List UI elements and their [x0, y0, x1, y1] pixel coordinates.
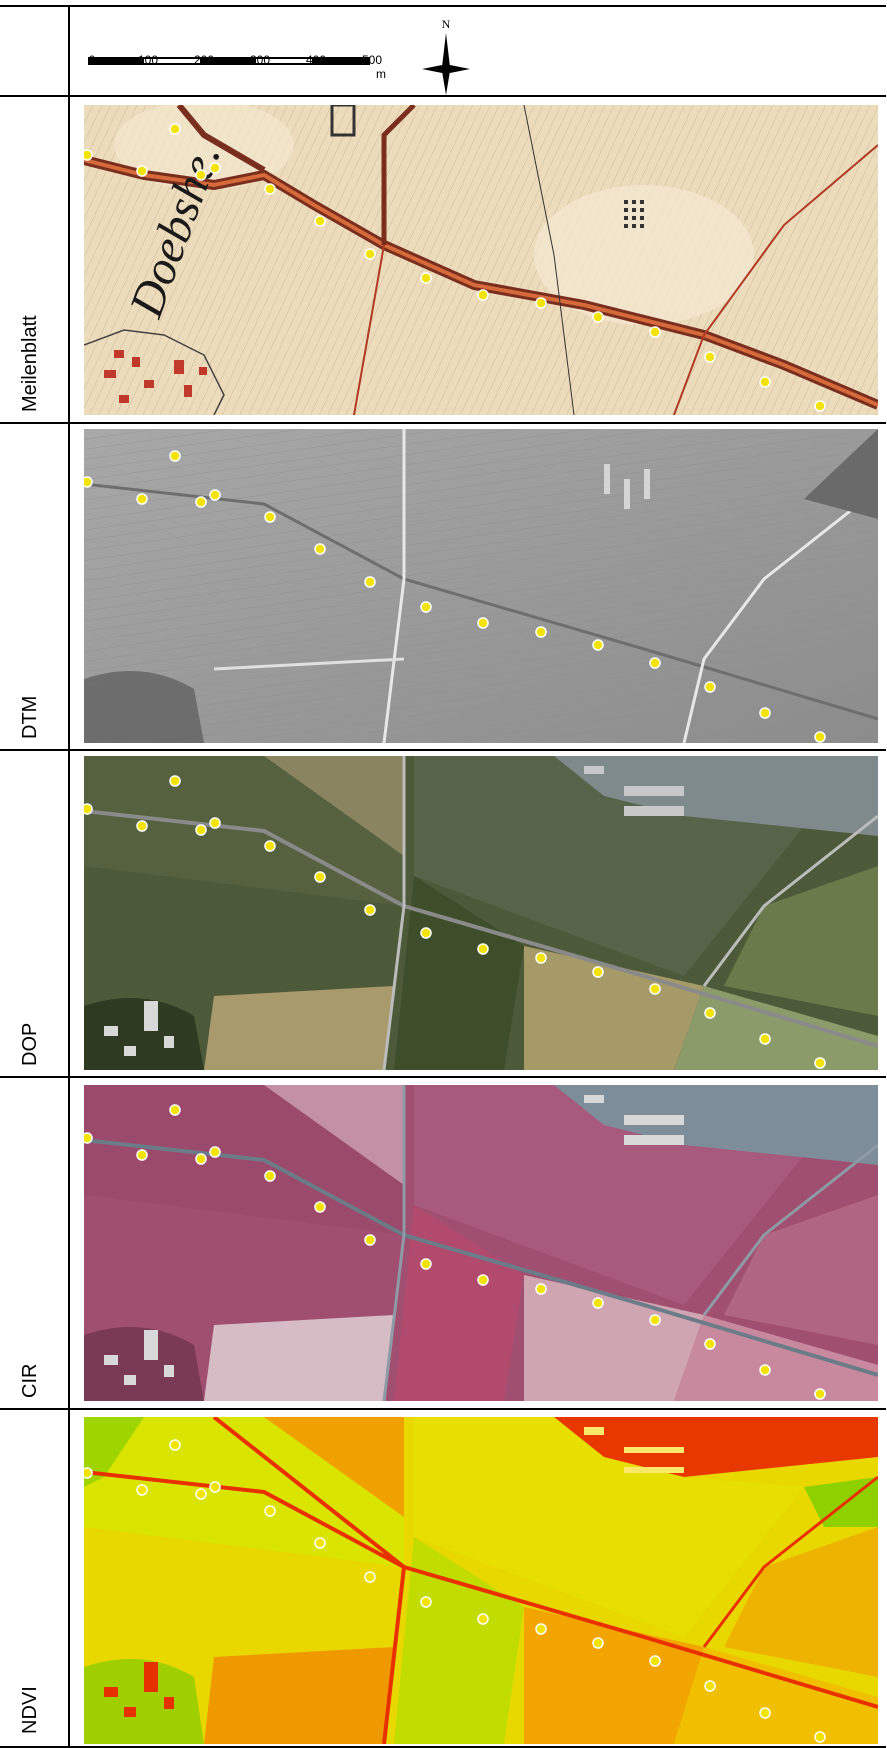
row-label: DTM	[19, 695, 41, 739]
meilenblatt-map: Doebshe.	[84, 105, 878, 415]
row-separator	[0, 1076, 886, 1078]
scale-tick-200: 200	[193, 53, 215, 67]
scale-bar-graphic	[88, 57, 370, 65]
row-separator	[0, 749, 886, 751]
compass-icon	[422, 33, 470, 95]
dop-map	[84, 756, 878, 1070]
header-row: 0 100 200 300 400 500 m N	[0, 7, 886, 95]
north-letter: N	[441, 17, 451, 31]
row-cir: CIR	[0, 1078, 886, 1408]
row-ndvi: NDVI	[0, 1410, 886, 1744]
row-separator	[0, 1408, 886, 1410]
column-divider	[68, 7, 70, 1746]
north-arrow: N	[418, 17, 474, 95]
row-separator	[0, 422, 886, 424]
row-separator	[0, 95, 886, 97]
scale-bar	[88, 55, 378, 73]
row-meilenblatt: Meilenblatt	[0, 97, 886, 422]
row-dtm: DTM	[0, 424, 886, 749]
row-label: DOP	[19, 1022, 41, 1066]
row-label: NDVI	[19, 1686, 41, 1734]
cir-map	[84, 1085, 878, 1401]
row-label: CIR	[19, 1363, 41, 1398]
dtm-map	[84, 429, 878, 743]
scale-unit: m	[376, 67, 386, 81]
row-label: Meilenblatt	[19, 315, 41, 412]
row-dop: DOP	[0, 751, 886, 1076]
figure-table: 0 100 200 300 400 500 m N Meilenblatt	[0, 5, 886, 1748]
scale-tick-0: 0	[88, 53, 96, 67]
scale-tick-300: 300	[249, 53, 271, 67]
scale-tick-400: 400	[305, 53, 327, 67]
scale-tick-100: 100	[137, 53, 159, 67]
scale-tick-500: 500	[361, 53, 383, 67]
ndvi-map	[84, 1417, 878, 1744]
